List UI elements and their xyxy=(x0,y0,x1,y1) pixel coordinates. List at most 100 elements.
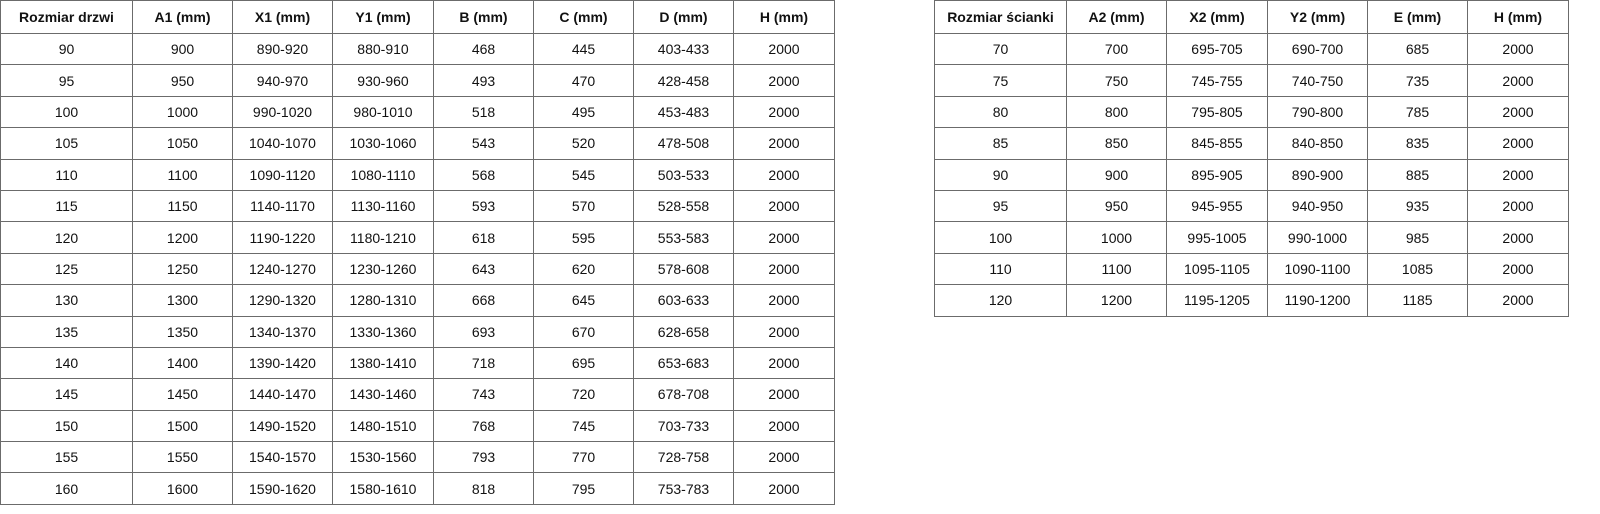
table-row: 100 1000 995-1005 990-1000 985 2000 xyxy=(934,221,1569,254)
table-cell: 1350 xyxy=(132,315,233,348)
table-cell: 670 xyxy=(533,315,634,348)
table-cell: 1100 xyxy=(132,158,233,191)
table-cell: 1550 xyxy=(132,441,233,474)
table-header: Rozmiar ścianki A2 (mm) X2 (mm) Y2 (mm) E (m… xyxy=(934,0,1569,34)
table-cell: 845-855 xyxy=(1166,127,1268,160)
table-cell: 1195-1205 xyxy=(1166,284,1268,317)
table-cell: 568 xyxy=(433,158,534,191)
table-cell: 940-970 xyxy=(232,64,333,97)
table-cell: 493 xyxy=(433,64,534,97)
table-row: 100 1000 990-1020 980-1010 518 495 453-483 2000 xyxy=(0,95,835,129)
table-cell: 95 xyxy=(0,64,133,97)
table-cell: 2000 xyxy=(733,158,835,191)
table-cell: 1190-1220 xyxy=(232,221,333,254)
table-cell: 1090-1120 xyxy=(232,158,333,191)
column-header: H (mm) xyxy=(733,0,835,34)
table-cell: 2000 xyxy=(733,95,835,129)
table-cell: 543 xyxy=(433,127,534,160)
table-cell: 1230-1260 xyxy=(332,252,434,286)
table-cell: 520 xyxy=(533,127,634,160)
table-cell: 1430-1460 xyxy=(332,378,434,411)
table-cell: 743 xyxy=(433,378,534,411)
table-cell: 70 xyxy=(934,32,1067,66)
table-cell: 1090-1100 xyxy=(1267,252,1368,286)
table-cell: 695 xyxy=(533,346,634,380)
table-cell: 1530-1560 xyxy=(332,441,434,474)
table-cell: 750 xyxy=(1066,64,1167,97)
table-cell: 578-608 xyxy=(633,252,734,286)
column-header: Rozmiar ścianki xyxy=(934,0,1067,34)
table-row: 145 1450 1440-1470 1430-1460 743 720 678-708 20… xyxy=(0,378,835,411)
column-header: X2 (mm) xyxy=(1166,0,1268,34)
table-cell: 1440-1470 xyxy=(232,378,333,411)
column-header: Y2 (mm) xyxy=(1267,0,1368,34)
table-cell: 160 xyxy=(0,472,133,505)
table-cell: 2000 xyxy=(1467,284,1569,317)
table-cell: 693 xyxy=(433,315,534,348)
table-cell: 1095-1105 xyxy=(1166,252,1268,286)
table-cell: 145 xyxy=(0,378,133,411)
table-cell: 445 xyxy=(533,32,634,66)
table-cell: 745-755 xyxy=(1166,64,1268,97)
column-header: B (mm) xyxy=(433,0,534,34)
table-cell: 2000 xyxy=(1467,158,1569,191)
table-cell: 1150 xyxy=(132,189,233,223)
table-cell: 2000 xyxy=(733,127,835,160)
table-cell: 2000 xyxy=(1467,32,1569,66)
table-cell: 620 xyxy=(533,252,634,286)
table-cell: 85 xyxy=(934,127,1067,160)
table-cell: 950 xyxy=(132,64,233,97)
table-row: 130 1300 1290-1320 1280-1310 668 645 603-633 20… xyxy=(0,284,835,317)
table-cell: 2000 xyxy=(733,378,835,411)
table-cell: 668 xyxy=(433,284,534,317)
table-cell: 140 xyxy=(0,346,133,380)
table-cell: 1600 xyxy=(132,472,233,505)
table-cell: 2000 xyxy=(733,315,835,348)
table-row: 140 1400 1390-1420 1380-1410 718 695 653-683 20… xyxy=(0,346,835,380)
table-cell: 900 xyxy=(1066,158,1167,191)
table-cell: 135 xyxy=(0,315,133,348)
table-cell: 105 xyxy=(0,127,133,160)
table-row: 125 1250 1240-1270 1230-1260 643 620 578-608 20… xyxy=(0,252,835,286)
table-cell: 150 xyxy=(0,409,133,443)
table-cell: 1200 xyxy=(132,221,233,254)
table-cell: 770 xyxy=(533,441,634,474)
table-cell: 653-683 xyxy=(633,346,734,380)
table-cell: 785 xyxy=(1367,95,1468,129)
table-row: 90 900 895-905 890-900 885 2000 xyxy=(934,158,1569,191)
table-cell: 100 xyxy=(934,221,1067,254)
table-cell: 703-733 xyxy=(633,409,734,443)
table-cell: 795 xyxy=(533,472,634,505)
column-header: C (mm) xyxy=(533,0,634,34)
column-header: A1 (mm) xyxy=(132,0,233,34)
table-cell: 768 xyxy=(433,409,534,443)
table-cell: 75 xyxy=(934,64,1067,97)
table-cell: 2000 xyxy=(733,409,835,443)
table-cell: 643 xyxy=(433,252,534,286)
table-cell: 835 xyxy=(1367,127,1468,160)
table-row: 85 850 845-855 840-850 835 2000 xyxy=(934,127,1569,160)
table-cell: 618 xyxy=(433,221,534,254)
table-cell: 1300 xyxy=(132,284,233,317)
table-cell: 95 xyxy=(934,189,1067,223)
table-cell: 1380-1410 xyxy=(332,346,434,380)
table-row: 95 950 945-955 940-950 935 2000 xyxy=(934,189,1569,223)
table-cell: 90 xyxy=(934,158,1067,191)
table-cell: 528-558 xyxy=(633,189,734,223)
table-cell: 100 xyxy=(0,95,133,129)
table-cell: 795-805 xyxy=(1166,95,1268,129)
table-cell: 628-658 xyxy=(633,315,734,348)
table-cell: 503-533 xyxy=(633,158,734,191)
table-cell: 1580-1610 xyxy=(332,472,434,505)
table-cell: 2000 xyxy=(733,64,835,97)
table-cell: 1450 xyxy=(132,378,233,411)
table-row: 95 950 940-970 930-960 493 470 428-458 2000 xyxy=(0,64,835,97)
table-header: Rozmiar drzwi A1 (mm) X1 (mm) Y1 (mm) B (mm)… xyxy=(0,0,835,34)
table-row: 160 1600 1590-1620 1580-1610 818 795 753-783 20… xyxy=(0,472,835,505)
table-cell: 1340-1370 xyxy=(232,315,333,348)
table-cell: 1190-1200 xyxy=(1267,284,1368,317)
table-cell: 2000 xyxy=(1467,127,1569,160)
table-cell: 2000 xyxy=(733,32,835,66)
table-cell: 1185 xyxy=(1367,284,1468,317)
table-cell: 990-1000 xyxy=(1267,221,1368,254)
